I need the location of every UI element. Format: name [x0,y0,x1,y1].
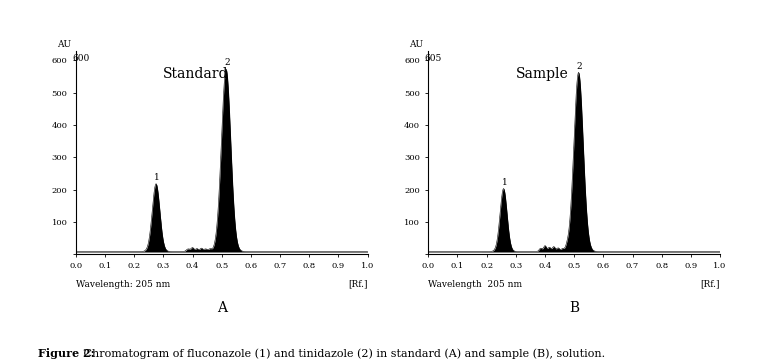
Text: Wavelength  205 nm: Wavelength 205 nm [428,280,522,289]
Text: 605: 605 [424,54,442,64]
Text: 2: 2 [577,61,583,70]
Text: 1: 1 [155,173,160,182]
Text: A: A [217,301,227,315]
Text: Sample: Sample [515,67,568,81]
Text: 1: 1 [502,178,508,187]
Text: Wavelength: 205 nm: Wavelength: 205 nm [76,280,170,289]
Text: AU: AU [57,40,71,49]
Text: Figure 2:: Figure 2: [38,348,95,359]
Text: 2: 2 [224,58,230,67]
Text: [Rf.]: [Rf.] [700,280,720,289]
Text: Standard: Standard [163,67,229,81]
Text: B: B [569,301,579,315]
Text: Chromatogram of fluconazole (1) and tinidazole (2) in standard (A) and sample (B: Chromatogram of fluconazole (1) and tini… [80,348,605,359]
Text: [Rf.]: [Rf.] [348,280,368,289]
Text: 600: 600 [72,54,89,64]
Text: AU: AU [409,40,424,49]
